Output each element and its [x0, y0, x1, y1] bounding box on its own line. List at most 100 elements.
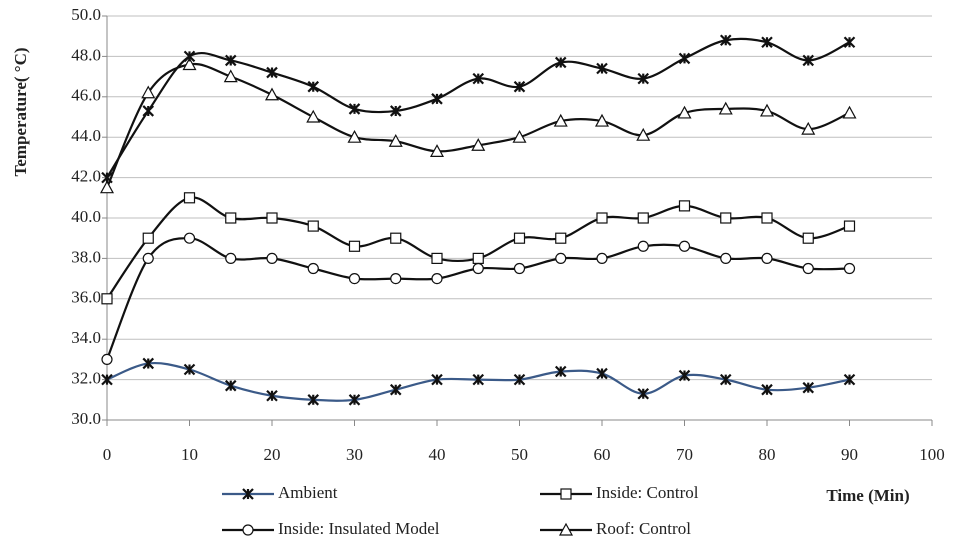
marker-x: [513, 80, 526, 93]
marker-triangle: [306, 109, 321, 123]
marker-square: [802, 232, 814, 244]
marker-x: [307, 394, 320, 406]
y-tick-label: 40.0: [71, 207, 101, 226]
marker-square: [560, 488, 572, 500]
marker-x: [637, 72, 650, 85]
marker-x: [678, 52, 691, 65]
marker-square: [472, 252, 484, 264]
marker-circle: [596, 252, 608, 264]
marker-circle: [307, 262, 319, 275]
marker-triangle: [223, 69, 238, 83]
marker-x: [678, 369, 691, 382]
marker-circle: [843, 262, 856, 275]
y-tick-label: 36.0: [71, 288, 101, 307]
marker-x: [348, 103, 361, 115]
marker-x: [554, 56, 567, 69]
x-axis-title: Time (Min): [826, 486, 909, 505]
marker-x: [224, 379, 237, 392]
marker-triangle: [182, 57, 197, 71]
marker-circle: [761, 252, 773, 264]
marker-circle: [142, 252, 154, 264]
x-tick-label: 100: [919, 445, 945, 464]
y-tick-label: 32.0: [71, 369, 101, 388]
marker-square: [720, 212, 732, 224]
legend-label: Roof: Control: [596, 519, 691, 538]
marker-square: [266, 212, 278, 224]
x-tick-label: 0: [103, 445, 112, 464]
marker-circle: [348, 273, 361, 285]
y-tick-label: 44.0: [71, 126, 101, 145]
marker-x: [266, 66, 278, 79]
marker-triangle: [512, 129, 527, 143]
marker-x: [761, 36, 773, 49]
marker-x: [761, 383, 773, 396]
marker-triangle: [141, 85, 156, 99]
marker-x: [719, 373, 732, 386]
x-tick-label: 40: [429, 445, 446, 464]
marker-triangle: [471, 138, 486, 151]
marker-triangle: [842, 105, 857, 119]
marker-x: [554, 365, 567, 378]
marker-triangle: [429, 144, 445, 157]
marker-square: [513, 232, 526, 244]
marker-circle: [472, 262, 484, 275]
marker-x: [843, 373, 856, 386]
marker-circle: [513, 262, 526, 275]
marker-x: [431, 373, 443, 386]
y-tick-label: 42.0: [71, 167, 101, 186]
marker-square: [142, 232, 154, 244]
marker-triangle: [718, 101, 733, 115]
marker-circle: [678, 240, 691, 252]
marker-square: [225, 212, 237, 224]
marker-circle: [101, 353, 113, 365]
x-tick-label: 50: [511, 445, 528, 464]
marker-x: [472, 373, 485, 386]
marker-circle: [802, 262, 814, 275]
marker-x: [802, 381, 815, 394]
marker-circle: [637, 240, 649, 252]
marker-square: [101, 293, 113, 305]
marker-square: [307, 220, 319, 232]
marker-x: [307, 80, 320, 93]
marker-x: [596, 62, 608, 75]
x-tick-label: 30: [346, 445, 363, 464]
x-tick-label: 60: [594, 445, 611, 464]
marker-square: [431, 252, 443, 264]
x-tick-label: 70: [676, 445, 693, 464]
marker-triangle: [264, 87, 280, 101]
marker-x: [142, 105, 155, 117]
x-tick-label: 80: [759, 445, 776, 464]
marker-x: [101, 373, 113, 386]
marker-square: [183, 192, 196, 204]
marker-square: [761, 212, 773, 224]
legend-label: Inside: Control: [596, 483, 699, 502]
marker-circle: [225, 252, 237, 264]
y-tick-label: 50.0: [71, 5, 101, 24]
marker-square: [678, 200, 691, 212]
marker-x: [719, 34, 732, 47]
marker-triangle: [759, 103, 775, 117]
y-axis-title: Temperature( °C): [11, 47, 30, 176]
marker-x: [101, 171, 113, 184]
marker-x: [266, 389, 278, 402]
marker-x: [513, 373, 526, 386]
marker-circle: [555, 252, 567, 264]
marker-x: [843, 36, 856, 49]
marker-circle: [720, 252, 732, 264]
y-tick-label: 48.0: [71, 45, 101, 64]
y-tick-label: 34.0: [71, 328, 101, 347]
marker-x: [142, 357, 155, 370]
x-tick-label: 10: [181, 445, 198, 464]
marker-triangle: [636, 127, 651, 141]
marker-x: [472, 72, 485, 85]
marker-square: [596, 212, 608, 224]
marker-x: [224, 54, 237, 67]
legend-label: Inside: Insulated Model: [278, 519, 440, 538]
marker-circle: [266, 252, 278, 264]
marker-circle: [390, 273, 402, 285]
marker-circle: [242, 524, 254, 536]
y-tick-label: 30.0: [71, 409, 101, 428]
marker-square: [348, 240, 361, 252]
marker-triangle: [594, 113, 610, 127]
marker-triangle: [99, 180, 115, 194]
